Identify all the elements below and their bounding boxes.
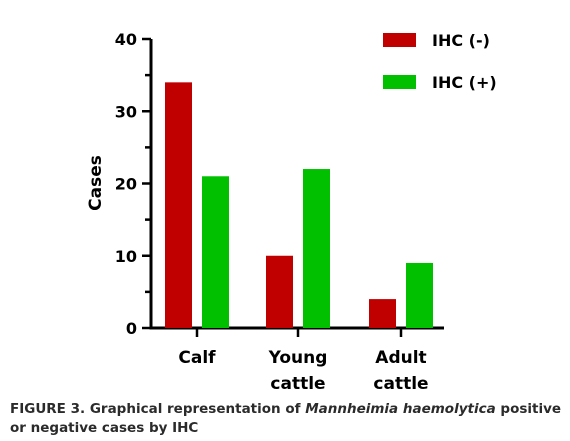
bar-chart: 0 10 20 30 40 Calf Young cattle Adult cattle IHC … (86, 30, 497, 394)
x-category-label: Adult (375, 348, 426, 368)
y-tick-label: 10 (115, 247, 137, 266)
bar-ihc-positive (303, 169, 330, 328)
bar-ihc-negative (369, 299, 396, 328)
y-tick-label: 0 (126, 319, 137, 338)
bar-ihc-negative (165, 82, 192, 328)
bar-ihc-positive (202, 176, 229, 328)
y-tick-label: 40 (115, 30, 137, 49)
bar-ihc-negative (266, 255, 293, 328)
x-category-label: Young (268, 348, 328, 368)
chart-axes: 0 10 20 30 40 Calf Young cattle Adult cattle (115, 30, 444, 394)
bar-ihc-positive (406, 262, 433, 328)
y-tick-label: 30 (115, 102, 137, 121)
x-category-label: cattle (373, 374, 428, 394)
legend-swatch (383, 75, 416, 89)
x-category-label: cattle (270, 374, 325, 394)
caption-italic: Mannheimia haemolytica (305, 401, 496, 417)
legend-label: IHC (-) (432, 31, 490, 50)
figure-caption: FIGURE 3. Graphical representation of Ma… (10, 400, 566, 438)
y-axis-title: Cases (86, 155, 106, 211)
caption-suffix: positive or negative cases by IHC (10, 401, 562, 436)
x-category-label: Calf (178, 348, 216, 368)
y-tick-label: 20 (115, 175, 137, 194)
caption-prefix: FIGURE 3. Graphical representation of (10, 401, 306, 417)
chart-legend: IHC (-) IHC (+) (383, 31, 497, 92)
chart-bars (165, 82, 433, 328)
legend-swatch (383, 33, 416, 47)
legend-label: IHC (+) (432, 73, 497, 92)
